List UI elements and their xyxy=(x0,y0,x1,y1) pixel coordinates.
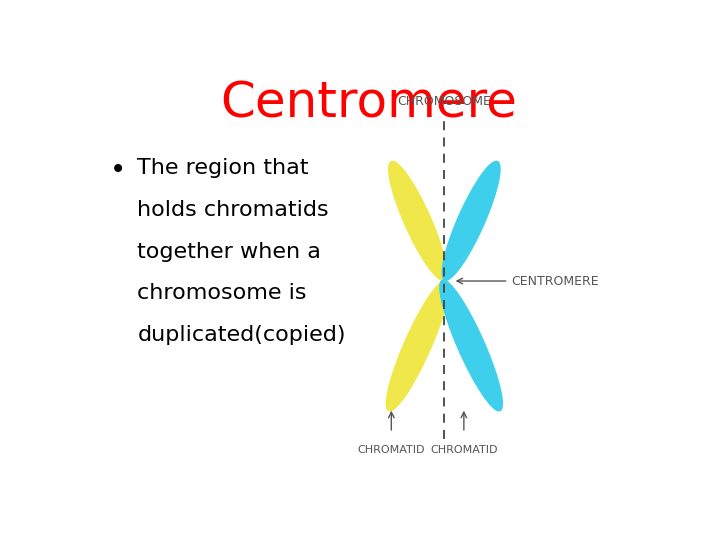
Text: The region that: The region that xyxy=(138,158,309,178)
Text: CHROMATID: CHROMATID xyxy=(358,446,425,455)
Text: •: • xyxy=(109,156,126,184)
Text: holds chromatids: holds chromatids xyxy=(138,200,329,220)
Text: Centromere: Centromere xyxy=(220,79,518,127)
Text: CENTROMERE: CENTROMERE xyxy=(511,274,599,287)
Text: CHROMATID: CHROMATID xyxy=(430,446,498,455)
Ellipse shape xyxy=(389,161,446,280)
Text: duplicated(copied): duplicated(copied) xyxy=(138,325,346,345)
Text: CHROMOSOME: CHROMOSOME xyxy=(397,96,491,109)
Text: together when a: together when a xyxy=(138,241,321,261)
Ellipse shape xyxy=(387,280,449,411)
Ellipse shape xyxy=(440,280,503,411)
Ellipse shape xyxy=(442,161,500,280)
Text: chromosome is: chromosome is xyxy=(138,283,307,303)
